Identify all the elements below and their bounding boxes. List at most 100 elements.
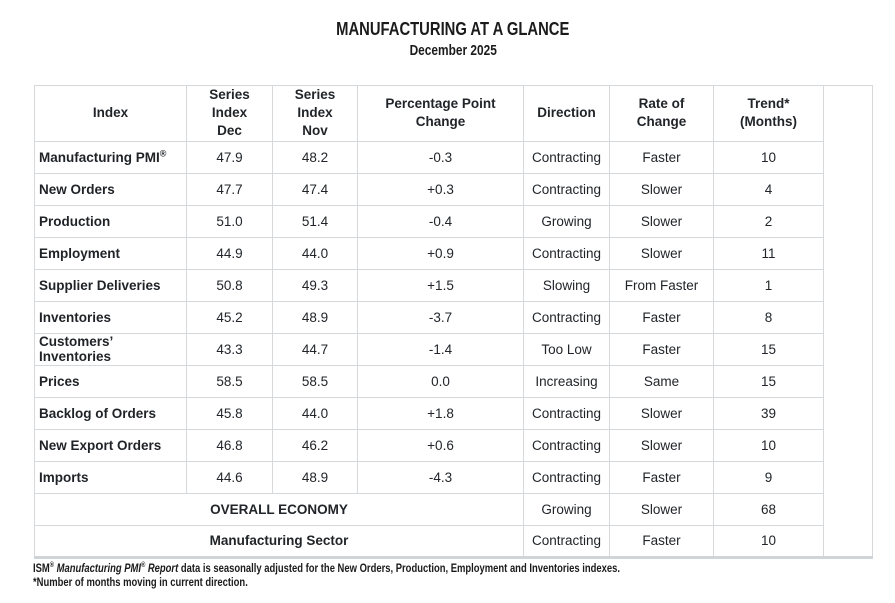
summary-label: Manufacturing Sector [34, 524, 524, 558]
table-row: Inventories 45.2 48.9 -3.7 Contracting F… [34, 300, 873, 334]
table-row: New Orders 47.7 47.4 +0.3 Contracting Sl… [34, 172, 873, 206]
registered-mark: ® [49, 562, 55, 570]
trend-cell: 10 [713, 524, 824, 558]
change-cell: 0.0 [357, 364, 524, 398]
direction-cell: Increasing [523, 364, 610, 398]
table-row: Manufacturing PMI® 47.9 48.2 -0.3 Contra… [34, 140, 873, 174]
nov-cell: 51.4 [272, 204, 358, 238]
table-header-row: Index Series Index Dec Series Index Nov … [34, 85, 873, 558]
col-header-index: Index [34, 85, 187, 142]
change-cell: -1.4 [357, 332, 524, 366]
index-cell: Production [34, 204, 187, 238]
dec-cell: 43.3 [186, 332, 273, 366]
table-row: Supplier Deliveries 50.8 49.3 +1.5 Slowi… [34, 268, 873, 302]
dec-cell: 45.2 [186, 300, 273, 334]
table-row: Prices 58.5 58.5 0.0 Increasing Same 15 [34, 364, 873, 398]
direction-cell: Contracting [523, 300, 610, 334]
trend-cell: 10 [713, 140, 824, 174]
index-cell: Backlog of Orders [34, 396, 187, 430]
table-row: Imports 44.6 48.9 -4.3 Contracting Faste… [34, 460, 873, 494]
dec-cell: 45.8 [186, 396, 273, 430]
table-row: Employment 44.9 44.0 +0.9 Contracting Sl… [34, 236, 873, 270]
nov-cell: 46.2 [272, 428, 358, 462]
trend-cell: 68 [713, 492, 824, 526]
direction-cell: Contracting [523, 524, 610, 558]
table-row: Customers’ Inventories 43.3 44.7 -1.4 To… [34, 332, 873, 366]
summary-row-manufacturing-sector: Manufacturing Sector Contracting Faster … [34, 524, 873, 558]
col-header-series-dec: Series Index Dec [186, 85, 273, 142]
rate-cell: Slower [609, 236, 714, 270]
dec-cell: 47.9 [186, 140, 273, 174]
report-header: MANUFACTURING AT A GLANCE December 2025 [34, 18, 872, 60]
col-header-rate-of-change: Rate of Change [609, 85, 714, 142]
rate-cell: Faster [609, 140, 714, 174]
change-cell: +1.5 [357, 268, 524, 302]
dec-cell: 58.5 [186, 364, 273, 398]
page-subtitle: December 2025 [409, 43, 497, 59]
change-cell: +0.9 [357, 236, 524, 270]
change-cell: -4.3 [357, 460, 524, 494]
index-cell: Inventories [34, 300, 187, 334]
rate-cell: Faster [609, 300, 714, 334]
index-cell: Employment [34, 236, 187, 270]
nov-cell: 48.9 [272, 300, 358, 334]
nov-cell: 49.3 [272, 268, 358, 302]
direction-cell: Contracting [523, 140, 610, 174]
nov-cell: 47.4 [272, 172, 358, 206]
change-cell: +0.6 [357, 428, 524, 462]
index-cell: Supplier Deliveries [34, 268, 187, 302]
change-cell: +1.8 [357, 396, 524, 430]
col-header-percentage-point-change: Percentage Point Change [357, 85, 524, 142]
nov-cell: 44.0 [272, 396, 358, 430]
dec-cell: 47.7 [186, 172, 273, 206]
nov-cell: 58.5 [272, 364, 358, 398]
direction-cell: Slowing [523, 268, 610, 302]
dec-cell: 51.0 [186, 204, 273, 238]
col-header-trend-months: Trend* (Months) [713, 85, 824, 142]
nov-cell: 44.7 [272, 332, 358, 366]
page-title: MANUFACTURING AT A GLANCE [336, 18, 570, 39]
table-row: Backlog of Orders 45.8 44.0 +1.8 Contrac… [34, 396, 873, 430]
rate-cell: Faster [609, 524, 714, 558]
trend-cell: 1 [713, 268, 824, 302]
table-row: New Export Orders 46.8 46.2 +0.6 Contrac… [34, 428, 873, 462]
rate-cell: Faster [609, 460, 714, 494]
dec-cell: 50.8 [186, 268, 273, 302]
rate-cell: Slower [609, 428, 714, 462]
trend-cell: 15 [713, 364, 824, 398]
table-row: Production 51.0 51.4 -0.4 Growing Slower… [34, 204, 873, 238]
col-header-direction: Direction [523, 85, 610, 142]
index-cell: Imports [34, 460, 187, 494]
footnotes: ISM® Manufacturing PMI® Report data is s… [33, 562, 873, 591]
nov-cell: 48.2 [272, 140, 358, 174]
direction-cell: Growing [523, 492, 610, 526]
trend-cell: 9 [713, 460, 824, 494]
rate-cell: Slower [609, 172, 714, 206]
trend-cell: 10 [713, 428, 824, 462]
direction-cell: Contracting [523, 236, 610, 270]
trend-cell: 39 [713, 396, 824, 430]
summary-row-overall-economy: OVERALL ECONOMY Growing Slower 68 [34, 492, 873, 526]
footnote-line-2: *Number of months moving in current dire… [33, 577, 248, 590]
direction-cell: Contracting [523, 396, 610, 430]
rate-cell: Slower [609, 492, 714, 526]
rate-cell: Slower [609, 396, 714, 430]
index-cell: Prices [34, 364, 187, 398]
trend-cell: 2 [713, 204, 824, 238]
change-cell: +0.3 [357, 172, 524, 206]
col-header-series-nov: Series Index Nov [272, 85, 358, 142]
change-cell: -3.7 [357, 300, 524, 334]
registered-mark: ® [140, 562, 146, 570]
footnote-line-1: ISM® Manufacturing PMI® Report data is s… [33, 562, 621, 575]
direction-cell: Too Low [523, 332, 610, 366]
dec-cell: 44.6 [186, 460, 273, 494]
empty-trailing-column [823, 85, 873, 558]
index-cell: Manufacturing PMI® [34, 140, 187, 174]
rate-cell: From Faster [609, 268, 714, 302]
index-cell: New Orders [34, 172, 187, 206]
direction-cell: Contracting [523, 428, 610, 462]
trend-cell: 8 [713, 300, 824, 334]
change-cell: -0.3 [357, 140, 524, 174]
change-cell: -0.4 [357, 204, 524, 238]
